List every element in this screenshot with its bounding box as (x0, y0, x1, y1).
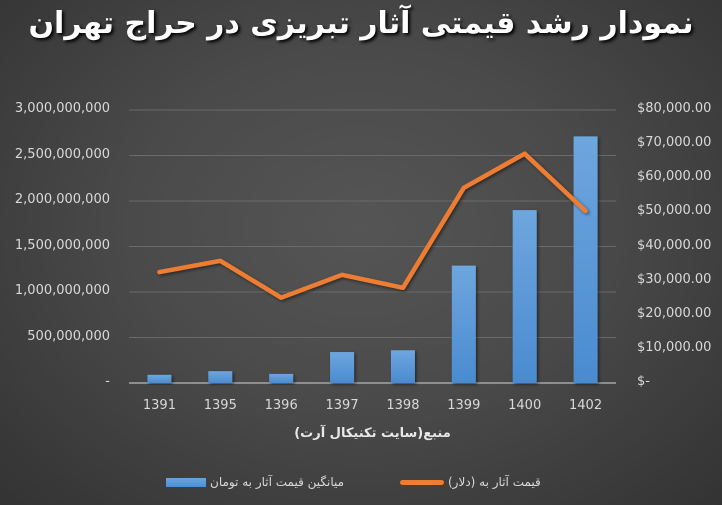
bar-1397 (330, 352, 355, 383)
bar-1400 (512, 210, 537, 383)
right-axis-tick: $30,000.00 (637, 271, 712, 287)
x-axis-tick: 1399 (447, 398, 481, 413)
legend-item-line[interactable]: قیمت آثار به (دلار) (400, 475, 541, 489)
left-axis-tick: 500,000,000 (27, 328, 110, 344)
x-axis-tick: 1397 (325, 398, 359, 413)
x-axis-tick: 1391 (142, 398, 176, 413)
right-axis-tick: $- (637, 374, 650, 389)
left-axis-tick: 2,500,000,000 (14, 146, 110, 162)
legend-label-line: قیمت آثار به (دلار) (448, 475, 541, 489)
bar-1399 (451, 265, 476, 383)
x-axis-tick: 1400 (508, 398, 542, 413)
right-axis-tick: $70,000.00 (637, 135, 712, 151)
right-axis-tick: $60,000.00 (637, 169, 712, 185)
left-axis-tick: 1,500,000,000 (14, 237, 110, 253)
chart-title: نمودار رشد قیمتی آثار تبریزی در حراج تهر… (28, 6, 694, 41)
left-axis-tick: 2,000,000,000 (14, 192, 110, 207)
bar-1398 (390, 350, 415, 383)
left-axis-tick: - (105, 374, 110, 389)
right-axis-tick: $40,000.00 (637, 237, 712, 253)
line-swatch-icon (400, 479, 444, 485)
x-axis-tick: 1402 (569, 398, 603, 413)
left-axis-tick: 3,000,000,000 (14, 101, 110, 116)
right-axis-tick: $10,000.00 (637, 339, 712, 355)
legend-item-bar[interactable]: میانگین قیمت آثار به تومان (166, 475, 344, 489)
legend: میانگین قیمت آثار به تومان قیمت آثار به … (0, 475, 722, 495)
legend-label-bar: میانگین قیمت آثار به تومان (210, 475, 345, 489)
bar-1396 (269, 373, 294, 383)
price-line-usd (157, 151, 588, 300)
bar-1402 (573, 136, 598, 383)
bar-1395 (208, 371, 233, 383)
x-axis-title: منبع(سایت تکنیکال آرت) (294, 426, 451, 441)
right-axis-tick: $80,000.00 (637, 101, 712, 116)
x-axis-tick: 1398 (386, 398, 420, 413)
x-axis-tick: 1396 (264, 398, 298, 413)
right-axis-tick: $20,000.00 (637, 305, 712, 321)
right-axis-tick: $50,000.00 (637, 203, 712, 219)
bar-1391 (147, 374, 172, 383)
x-axis-tick: 1395 (203, 398, 237, 413)
left-axis-tick: 1,000,000,000 (14, 283, 110, 298)
bar-swatch-icon (166, 477, 206, 487)
